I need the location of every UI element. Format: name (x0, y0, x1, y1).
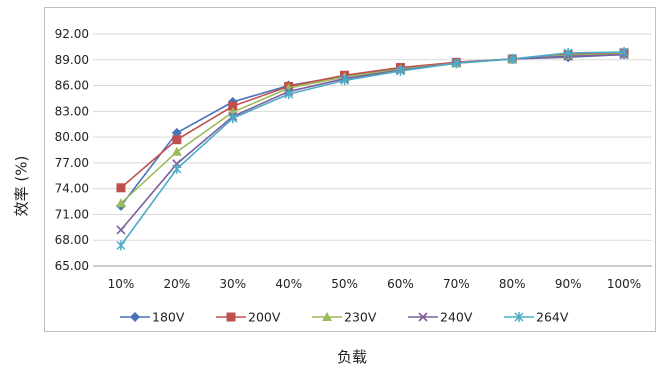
legend-item[interactable]: 180V (120, 310, 185, 325)
data-point (418, 312, 428, 322)
data-point (228, 101, 238, 111)
series-line (120, 53, 625, 231)
data-point (116, 225, 126, 235)
series-group (115, 47, 630, 251)
data-point (228, 113, 238, 124)
x-tick-label: 20% (164, 277, 191, 291)
chart-frame (44, 7, 656, 332)
data-point (340, 75, 350, 86)
y-tick-label: 65.00 (55, 259, 89, 273)
legend-label: 200V (248, 310, 281, 325)
data-point (507, 53, 517, 64)
y-tick-label: 74.00 (55, 182, 89, 196)
legend-label: 264V (536, 310, 569, 325)
legend-label: 230V (344, 310, 377, 325)
gridlines (93, 33, 652, 267)
y-tick-label: 71.00 (55, 207, 89, 221)
data-point (116, 183, 126, 193)
series-line (120, 51, 625, 246)
legend-item[interactable]: 200V (216, 310, 281, 325)
x-tick-label: 60% (387, 277, 414, 291)
data-point (130, 312, 140, 322)
x-axis-title: 负载 (337, 348, 367, 366)
data-point (514, 312, 524, 322)
x-tick-label: 80% (499, 277, 526, 291)
data-point (619, 47, 629, 58)
legend-item[interactable]: 230V (312, 310, 377, 325)
x-tick-label: 40% (275, 277, 302, 291)
x-tick-label: 70% (443, 277, 470, 291)
data-point (563, 47, 573, 58)
x-tick-label: 50% (331, 277, 358, 291)
data-point (322, 312, 332, 321)
y-axis-ticks: 65.00 68.00 71.00 74.00 77.00 80.00 83.00 86.00… (55, 27, 89, 273)
data-point (115, 198, 126, 208)
data-point (284, 89, 294, 100)
y-tick-label: 77.00 (55, 156, 89, 170)
data-point (395, 65, 405, 76)
x-axis-ticks: 10% 20% 30% 40% 50% 60% 70% 80% 90% 100% (108, 277, 642, 291)
data-point (451, 58, 461, 69)
y-axis-title: 效率 (%) (13, 156, 31, 217)
legend-item[interactable]: 240V (408, 310, 473, 325)
y-tick-label: 92.00 (55, 27, 89, 41)
data-point (171, 146, 182, 156)
legend-item[interactable]: 264V (504, 310, 569, 325)
y-tick-label: 89.00 (55, 53, 89, 67)
legend-label: 180V (152, 310, 185, 325)
x-tick-label: 100% (607, 277, 641, 291)
series-264v (116, 47, 629, 251)
data-point (116, 240, 126, 251)
data-point (172, 163, 182, 174)
legend: 180V 200V 230V 240V 264V (120, 310, 569, 325)
data-point (226, 312, 236, 322)
y-tick-label: 80.00 (55, 130, 89, 144)
y-tick-label: 86.00 (55, 79, 89, 93)
y-tick-label: 83.00 (55, 104, 89, 118)
y-tick-label: 68.00 (55, 233, 89, 247)
x-tick-label: 90% (555, 277, 582, 291)
legend-label: 240V (440, 310, 473, 325)
x-tick-label: 10% (108, 277, 135, 291)
x-tick-label: 30% (219, 277, 246, 291)
data-point (172, 135, 182, 145)
